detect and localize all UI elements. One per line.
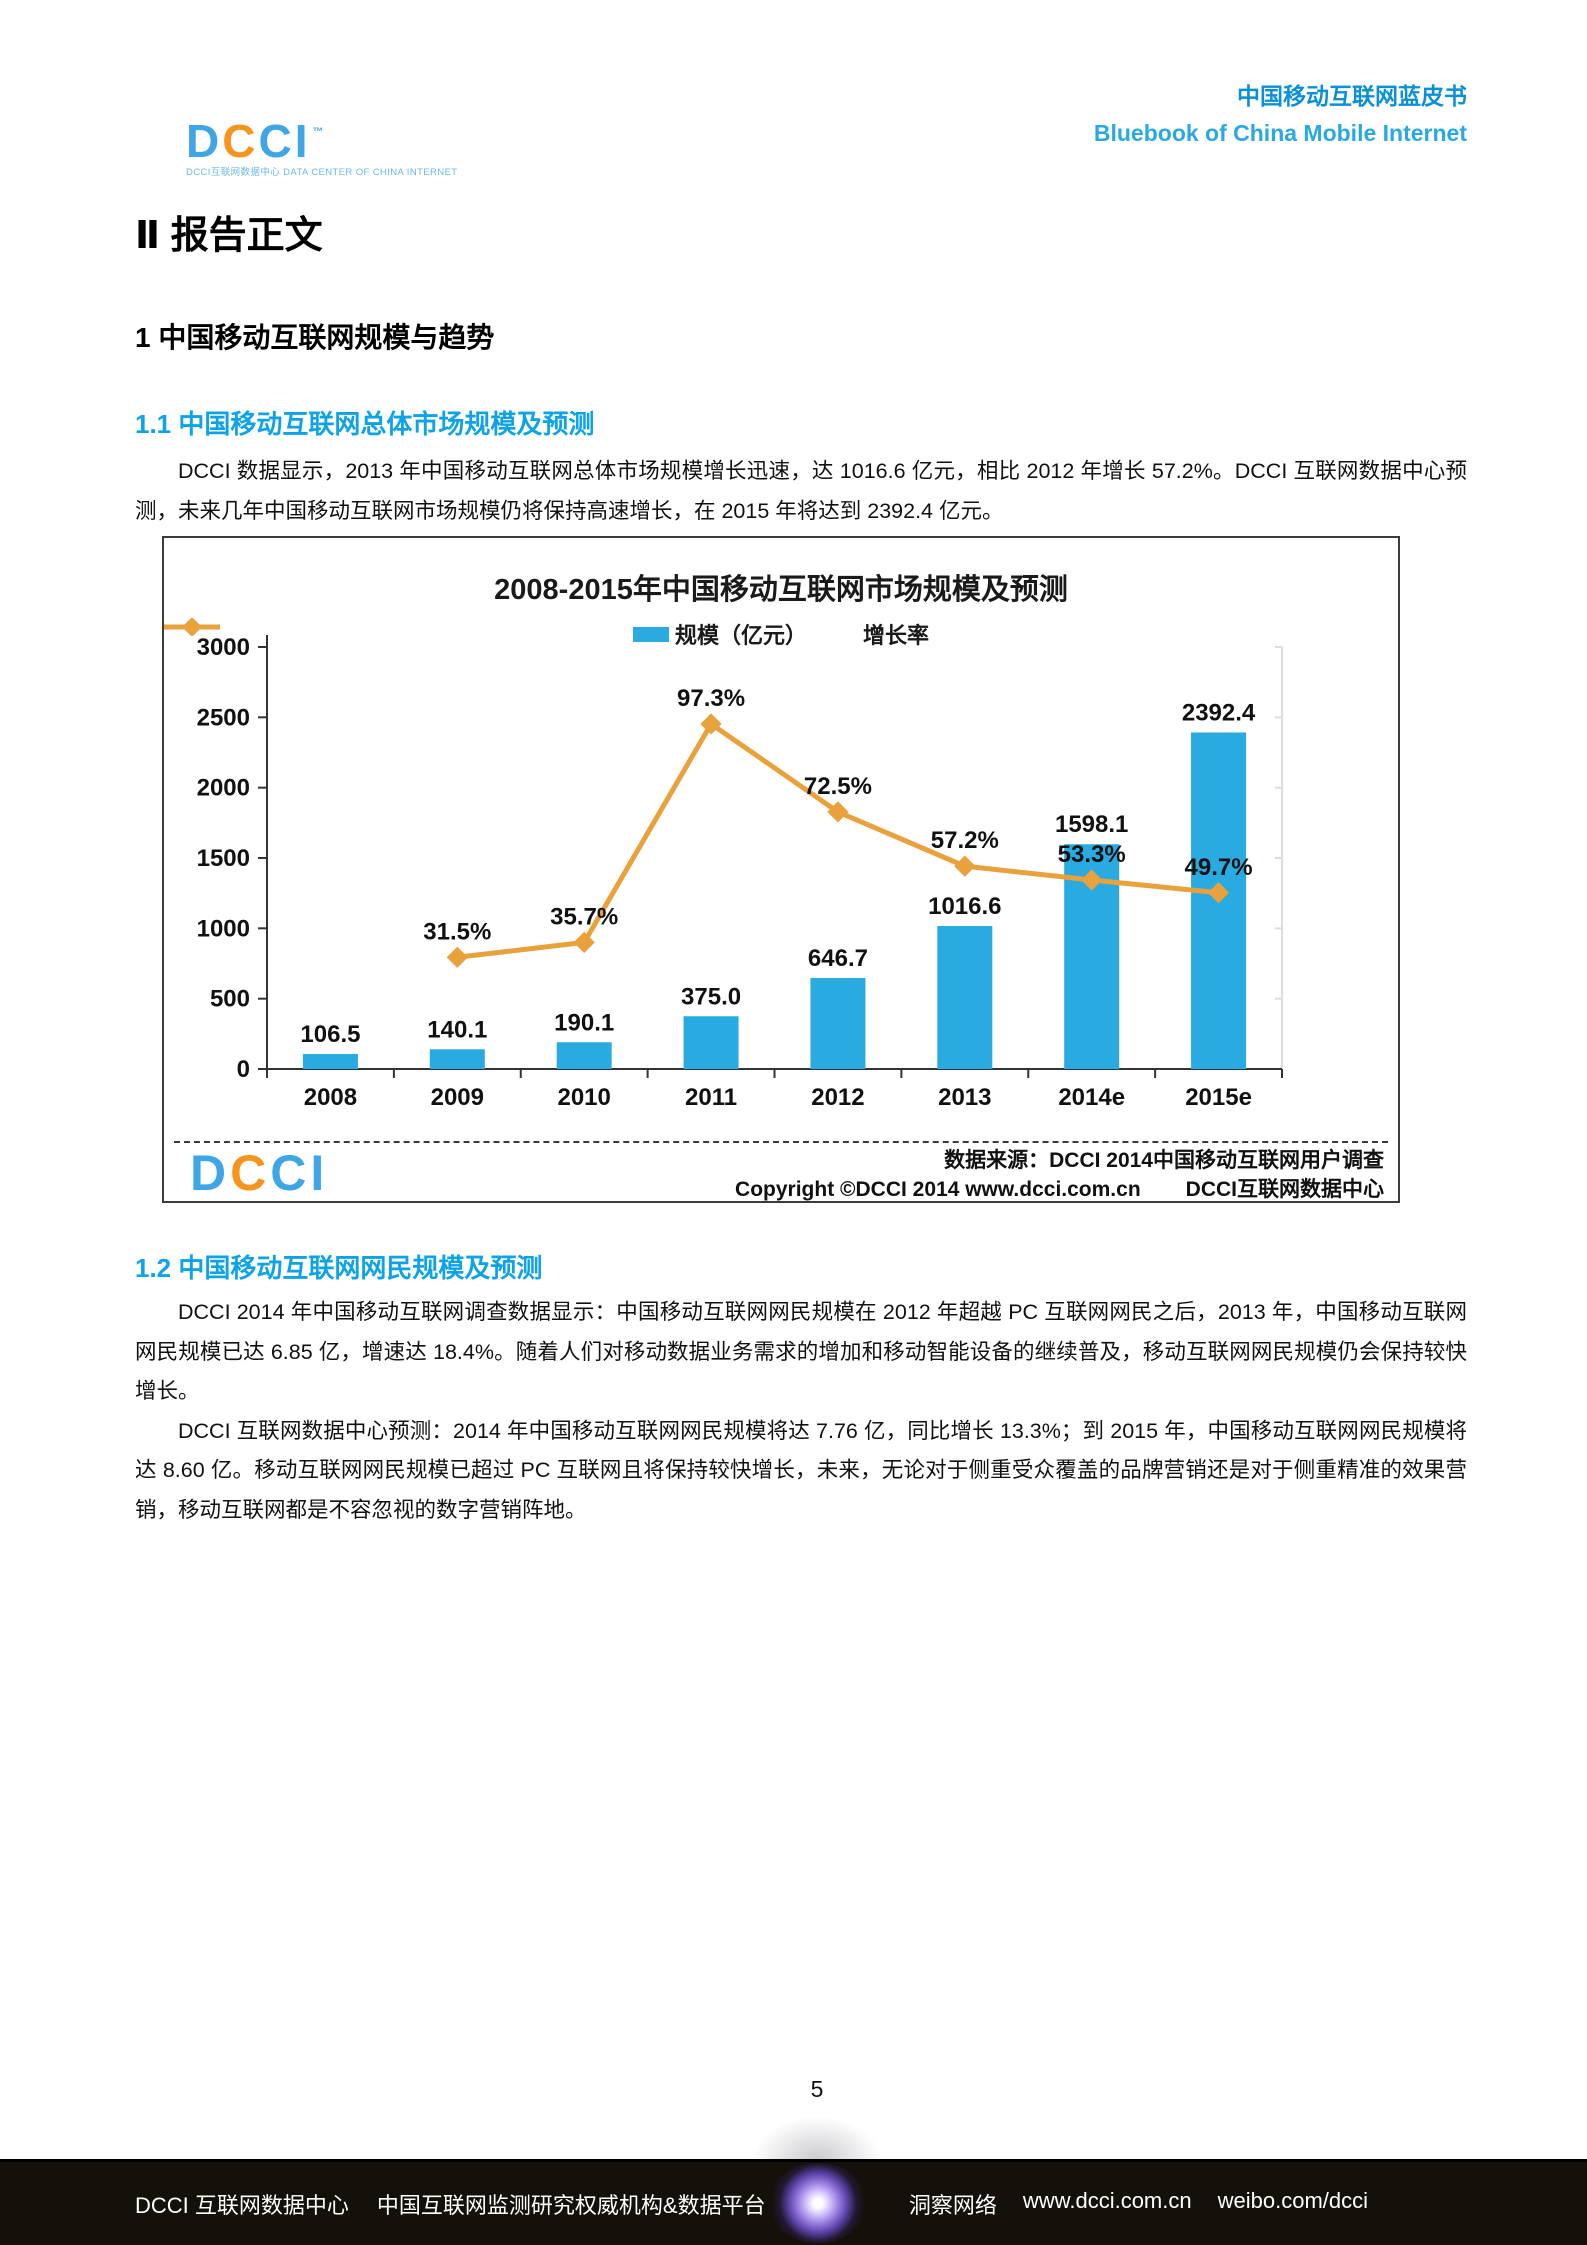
svg-text:3000: 3000 [197,634,250,661]
svg-text:72.5%: 72.5% [804,773,872,800]
svg-text:53.3%: 53.3% [1058,841,1126,868]
svg-text:2010: 2010 [557,1084,610,1111]
trademark-symbol: ™ [312,126,324,138]
svg-text:2392.4: 2392.4 [1182,699,1256,726]
market-size-chart: 0 500 1000 1500 2000 2500 3000 106.5 2008 140.1 20… [162,536,1400,1203]
legend-item-scale: 规模（亿元） [632,618,807,650]
legend-scale-label: 规模（亿元） [674,623,807,648]
svg-text:190.1: 190.1 [554,1009,614,1036]
legend-item-growth: 增长率 [164,618,930,650]
section-1-1-heading: 1.1 中国移动互联网总体市场规模及预测 [135,409,595,439]
section-1-2-heading: 1.2 中国移动互联网网民规模及预测 [135,1253,543,1283]
svg-text:2015e: 2015e [1185,1084,1252,1111]
svg-text:1598.1: 1598.1 [1055,811,1128,838]
chart-title: 2008-2015年中国移动互联网市场规模及预测 [494,574,1068,606]
svg-text:2012: 2012 [811,1084,864,1111]
section-1-2-paragraph-2: DCCI 互联网数据中心预测：2014 年中国移动互联网网民规模将达 7.76 … [135,1418,1467,1522]
svg-text:2009: 2009 [431,1084,484,1111]
chart-source-line1: 数据来源：DCCI 2014中国移动互联网用户调查 [944,1149,1384,1172]
footer-brand: 洞察网络 [908,2192,997,2218]
chart-source: 数据来源：DCCI 2014中国移动互联网用户调查 Copyright ©DCC… [735,1146,1384,1204]
legend-bar-swatch-icon [632,626,669,642]
galaxy-graphic [768,2163,868,2243]
svg-text:57.2%: 57.2% [931,827,999,854]
svg-text:140.1: 140.1 [427,1016,487,1043]
svg-text:1000: 1000 [197,915,250,942]
doc-title-cn: 中国移动互联网蓝皮书 [1237,83,1467,109]
chart-source-org: DCCI互联网数据中心 [1185,1178,1384,1201]
svg-text:2000: 2000 [197,775,250,802]
svg-text:375.0: 375.0 [681,983,741,1010]
footer-right-text: 洞察网络 www.dcci.com.cn weibo.com/dcci [909,2188,1368,2220]
svg-text:1500: 1500 [197,845,250,872]
legend-growth-label: 增长率 [863,623,930,648]
dcci-logo-tagline: DCCI互联网数据中心 DATA CENTER OF CHINA INTERNE… [186,167,458,178]
chapter-heading: 1 中国移动互联网规模与趋势 [135,322,495,353]
page-number: 5 [810,2076,824,2102]
doc-title-en: Bluebook of China Mobile Internet [1093,120,1467,146]
svg-text:49.7%: 49.7% [1185,854,1253,881]
section-1-2-paragraph-1: DCCI 2014 年中国移动互联网调查数据显示：中国移动互联网网民规模在 20… [135,1300,1467,1403]
section-1-2-body: DCCI 2014 年中国移动互联网调查数据显示：中国移动互联网网民规模在 20… [135,1293,1467,1530]
footer-url: www.dcci.com.cn [1022,2187,1192,2213]
svg-text:2011: 2011 [685,1084,737,1111]
chart-footer-dcci-logo: DCCI [190,1145,329,1201]
dcci-logo: DCCI ™ DCCI互联网数据中心 DATA CENTER OF CHINA I… [186,118,458,178]
svg-text:500: 500 [210,986,250,1013]
footer-org: DCCI 互联网数据中心 [135,2192,349,2218]
svg-text:97.3%: 97.3% [677,685,745,712]
svg-text:2008: 2008 [304,1084,357,1111]
galaxy-glow [752,2116,882,2160]
chart-source-line2: Copyright ©DCCI 2014 www.dcci.com.cn DCCI… [735,1175,1384,1204]
chart-legend: 规模（亿元） 增长率 [164,618,1398,650]
svg-text:0: 0 [237,1056,250,1083]
svg-text:2014e: 2014e [1058,1084,1125,1111]
footer-left-text: DCCI 互联网数据中心 中国互联网监测研究权威机构&数据平台 [135,2188,766,2220]
svg-text:106.5: 106.5 [300,1021,360,1048]
svg-text:35.7%: 35.7% [550,903,618,930]
chart-plot: 0 500 1000 1500 2000 2500 3000 106.5 2008 140.1 20… [197,634,1283,1111]
dcci-logo-letters: DCCI [186,115,311,167]
footer-org-desc: 中国互联网监测研究权威机构&数据平台 [376,2192,766,2218]
svg-text:31.5%: 31.5% [423,918,491,945]
document-titles: 中国移动互联网蓝皮书 Bluebook of China Mobile Inte… [1094,78,1467,152]
section-1-1-paragraph: DCCI 数据显示，2013 年中国移动互联网总体市场规模增长迅速，达 1016… [135,459,1467,523]
svg-text:646.7: 646.7 [808,945,868,972]
svg-text:1016.6: 1016.6 [928,893,1001,920]
chart-copyright: Copyright ©DCCI 2014 www.dcci.com.cn [735,1178,1141,1201]
part-heading: Ⅱ 报告正文 [135,215,323,257]
chart-divider [174,1141,1388,1143]
svg-text:2500: 2500 [197,704,250,731]
footer-weibo: weibo.com/dcci [1217,2187,1368,2213]
svg-text:2013: 2013 [938,1084,991,1111]
